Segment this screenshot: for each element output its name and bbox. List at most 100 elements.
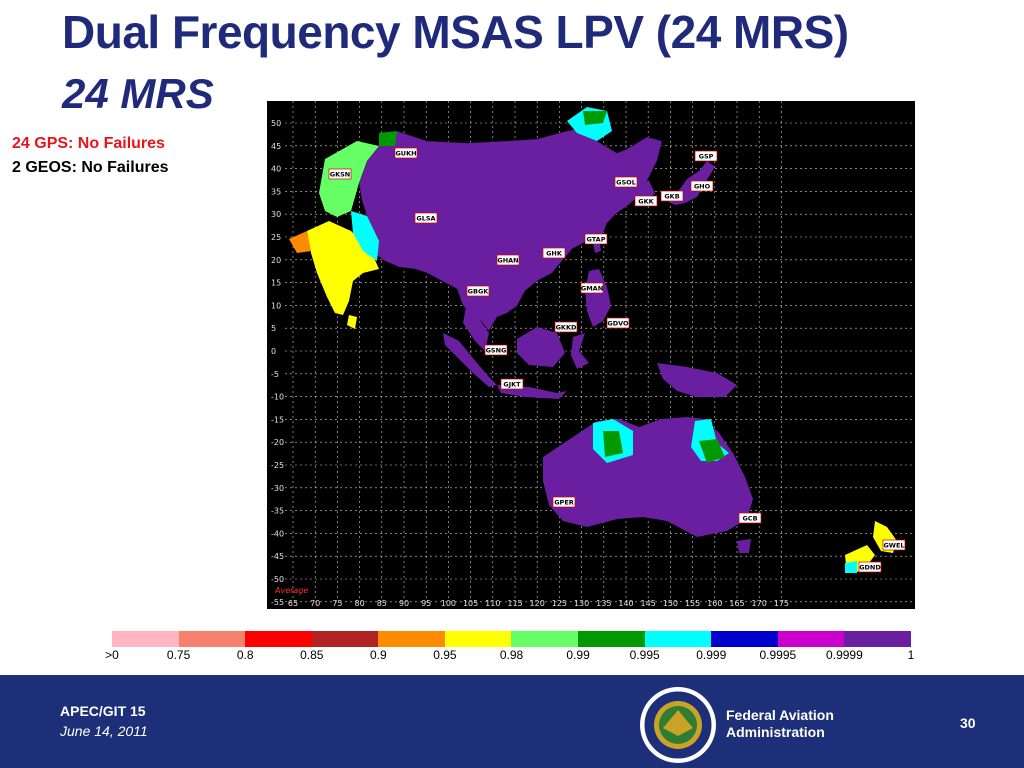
sumatra-landmass <box>443 333 497 387</box>
landmasses <box>289 107 897 573</box>
lat-label: -45 <box>271 552 284 561</box>
lon-label: 80 <box>355 599 365 608</box>
srilanka-landmass <box>347 315 357 329</box>
map-canvas: GUKH GKSN GLSA GHAN GBGK GSNG GJKT GKKD GMAN GDVO… <box>267 101 915 609</box>
lon-label: 105 <box>463 599 478 608</box>
station-label: GSOL <box>616 179 636 187</box>
legend-swatch <box>844 631 911 647</box>
legend-label: 0.95 <box>433 648 457 662</box>
legend-swatch <box>311 631 379 647</box>
station-gwel: GWEL <box>882 539 906 551</box>
lon-label: 160 <box>707 599 722 608</box>
lon-label: 125 <box>552 599 567 608</box>
gps-status: 24 GPS: No Failures <box>12 135 165 152</box>
legend-label: 0.9999 <box>826 648 863 662</box>
station-ghan: GHAN <box>496 254 520 266</box>
station-label: GKK <box>638 198 654 206</box>
lon-label: 155 <box>685 599 700 608</box>
legend-swatch <box>245 631 312 647</box>
longitude-labels: 65 70 75 80 85 90 95 100 105 110 115 120 125 130 135 14… <box>288 599 789 608</box>
lat-label: -40 <box>271 529 284 538</box>
indochina-landmass <box>463 301 489 351</box>
lon-label: 85 <box>377 599 387 608</box>
legend-label: 0.85 <box>300 648 324 662</box>
station-gcb: GCB <box>738 512 762 524</box>
lon-label: 90 <box>399 599 409 608</box>
legend-label: 1 <box>907 648 915 662</box>
tasmania-landmass <box>737 539 751 553</box>
lon-label: 165 <box>729 599 744 608</box>
slide-title: Dual Frequency MSAS LPV (24 MRS) <box>62 6 849 58</box>
legend-label: 0.995 <box>629 648 660 662</box>
station-tag <box>500 378 524 390</box>
station-label: GHO <box>694 183 711 191</box>
lat-label: 5 <box>271 324 276 333</box>
legend-swatch <box>511 631 579 647</box>
station-tag <box>414 212 438 224</box>
afghan-coverage <box>379 131 397 146</box>
legend-label: 0.99 <box>566 648 590 662</box>
latitude-labels: 50454035302520151050-5-10-15-20-25-30-35… <box>271 119 284 607</box>
station-label: GHAN <box>497 257 518 265</box>
station-tag <box>328 168 352 180</box>
legend-label: 0.98 <box>499 648 524 662</box>
lat-label: 25 <box>271 233 281 242</box>
station-gsp: GSP <box>694 150 718 162</box>
station-gho: GHO <box>690 180 714 192</box>
station-tag <box>542 247 566 259</box>
station-label: GKSN <box>330 171 351 179</box>
station-tag <box>554 321 578 333</box>
lat-label: -10 <box>271 393 284 402</box>
station-gksn: GKSN <box>328 168 352 180</box>
lat-label: -5 <box>271 370 279 379</box>
station-label: GSNG <box>486 347 507 355</box>
legend-label: 0.999 <box>696 648 727 662</box>
station-label: GKB <box>664 193 679 201</box>
station-tag <box>660 190 684 202</box>
footer-org: APEC/GIT 15 <box>60 703 146 719</box>
station-tag <box>858 561 882 573</box>
lat-label: -35 <box>271 507 284 516</box>
papua-landmass <box>657 363 737 397</box>
lon-label: 95 <box>421 599 431 608</box>
australia-coverage-ne-green <box>699 439 725 463</box>
lon-label: 130 <box>574 599 589 608</box>
legend-label: 0.9 <box>369 648 387 662</box>
station-tag <box>690 180 714 192</box>
lat-label: -25 <box>271 461 284 470</box>
lon-label: 175 <box>774 599 789 608</box>
legend-swatch <box>777 631 845 647</box>
station-tag <box>694 150 718 162</box>
station-label: GTAP <box>587 236 606 244</box>
page-number: 30 <box>960 715 976 731</box>
legend-label: 0.9995 <box>759 648 797 662</box>
geos-status: 2 GEOS: No Failures <box>12 159 169 176</box>
station-tag <box>614 176 638 188</box>
lon-label: 100 <box>441 599 456 608</box>
station-gsol: GSOL <box>614 176 638 188</box>
station-gtap: GTAP <box>584 233 608 245</box>
faa-name-line2: Administration <box>726 724 825 740</box>
lon-label: 120 <box>530 599 545 608</box>
station-glsa: GLSA <box>414 212 438 224</box>
lon-label: 115 <box>507 599 522 608</box>
arabian-coverage <box>289 231 311 253</box>
station-tag <box>552 496 576 508</box>
station-gkb: GKB <box>660 190 684 202</box>
average-note: Average <box>274 586 308 595</box>
station-tag <box>738 512 762 524</box>
lat-label: 20 <box>271 256 281 265</box>
station-tag <box>394 147 418 159</box>
lon-label: 170 <box>752 599 767 608</box>
faa-name: Federal Aviation Administration <box>726 707 834 741</box>
lat-label: -55 <box>271 598 284 607</box>
station-gdvo: GDVO <box>606 317 630 329</box>
color-legend <box>112 631 911 647</box>
lon-label: 75 <box>332 599 342 608</box>
legend-swatch <box>644 631 712 647</box>
station-label: GLSA <box>416 215 435 223</box>
station-label: GDND <box>859 564 881 572</box>
station-label: GKKD <box>556 324 577 332</box>
station-tag <box>580 282 604 294</box>
station-ghk: GHK <box>542 247 566 259</box>
